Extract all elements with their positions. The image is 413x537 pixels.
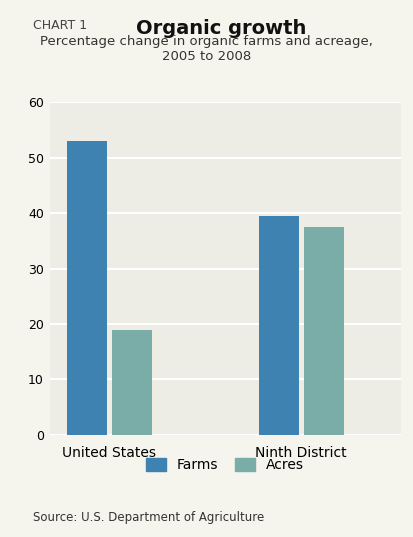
Bar (259, 216, 299, 435)
Text: Source: U.S. Department of Agriculture: Source: U.S. Department of Agriculture (33, 511, 264, 524)
Bar (112, 330, 152, 435)
Legend: Farms, Acres: Farms, Acres (141, 453, 309, 478)
Bar (304, 227, 344, 435)
Text: CHART 1: CHART 1 (33, 19, 87, 32)
Text: Organic growth: Organic growth (136, 19, 307, 38)
Bar (67, 141, 107, 435)
Text: Percentage change in organic farms and acreage,
2005 to 2008: Percentage change in organic farms and a… (40, 35, 373, 63)
